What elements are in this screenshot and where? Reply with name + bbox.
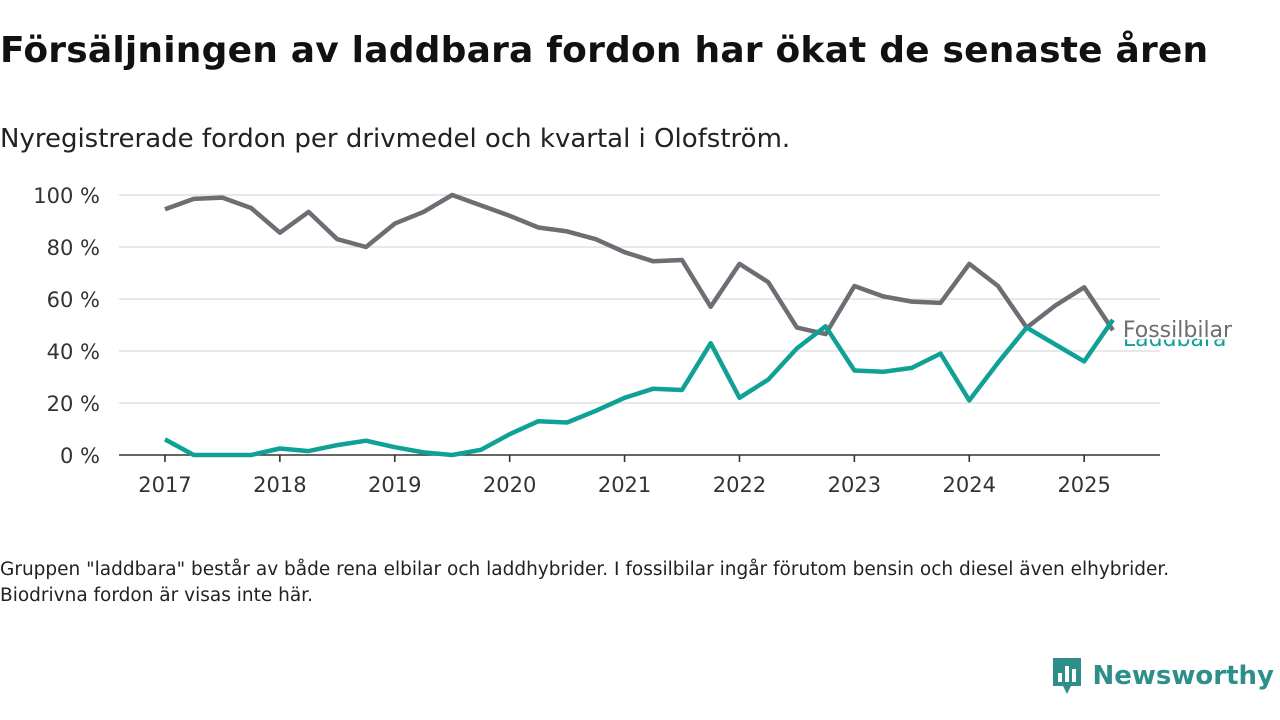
- series-label-laddbara: Laddbara: [1123, 327, 1227, 352]
- series-line-laddbara: [163, 318, 1115, 458]
- line-chart: 0 % 20 % 40 % 60 % 80 % 100 % 2017 2018 2019 202…: [33, 184, 1235, 497]
- y-tick-label: 40 %: [47, 340, 100, 364]
- x-tick-label: 2017: [138, 473, 191, 497]
- brand-name: Newsworthy: [1092, 661, 1274, 691]
- y-axis: 0 % 20 % 40 % 60 % 80 % 100 %: [33, 184, 100, 468]
- x-tick-label: 2022: [713, 473, 766, 497]
- y-tick-label: 80 %: [47, 236, 100, 260]
- x-tick-label: 2023: [828, 473, 881, 497]
- chart-subtitle: Nyregistrerade fordon per drivmedel och …: [0, 124, 791, 154]
- x-tick-label: 2019: [368, 473, 421, 497]
- newsworthy-logo-icon: [1052, 658, 1081, 694]
- gridlines: [119, 194, 1160, 404]
- footnote: Gruppen "laddbara" består av både rena e…: [0, 559, 1170, 606]
- series-label-fossilbilar: Fossilbilar: [1123, 318, 1233, 343]
- x-tick-label: 2018: [253, 473, 306, 497]
- x-tick-label: 2020: [483, 473, 536, 497]
- chart-title: Försäljningen av laddbara fordon har öka…: [0, 30, 1209, 71]
- x-axis: 2017 2018 2019 2020 2021 2022 2023 2024 2025: [119, 454, 1160, 497]
- x-tick-label: 2025: [1057, 473, 1110, 497]
- series-lines: [163, 192, 1115, 458]
- x-tick-label: 2021: [598, 473, 651, 497]
- brand-logo[interactable]: Newsworthy: [1051, 656, 1274, 696]
- series-line-fossilbilar: [164, 192, 1115, 337]
- y-tick-label: 100 %: [33, 184, 100, 208]
- y-tick-label: 0 %: [60, 444, 100, 468]
- x-tick-label: 2024: [943, 473, 996, 497]
- y-tick-label: 20 %: [47, 392, 100, 416]
- y-tick-label: 60 %: [47, 288, 100, 312]
